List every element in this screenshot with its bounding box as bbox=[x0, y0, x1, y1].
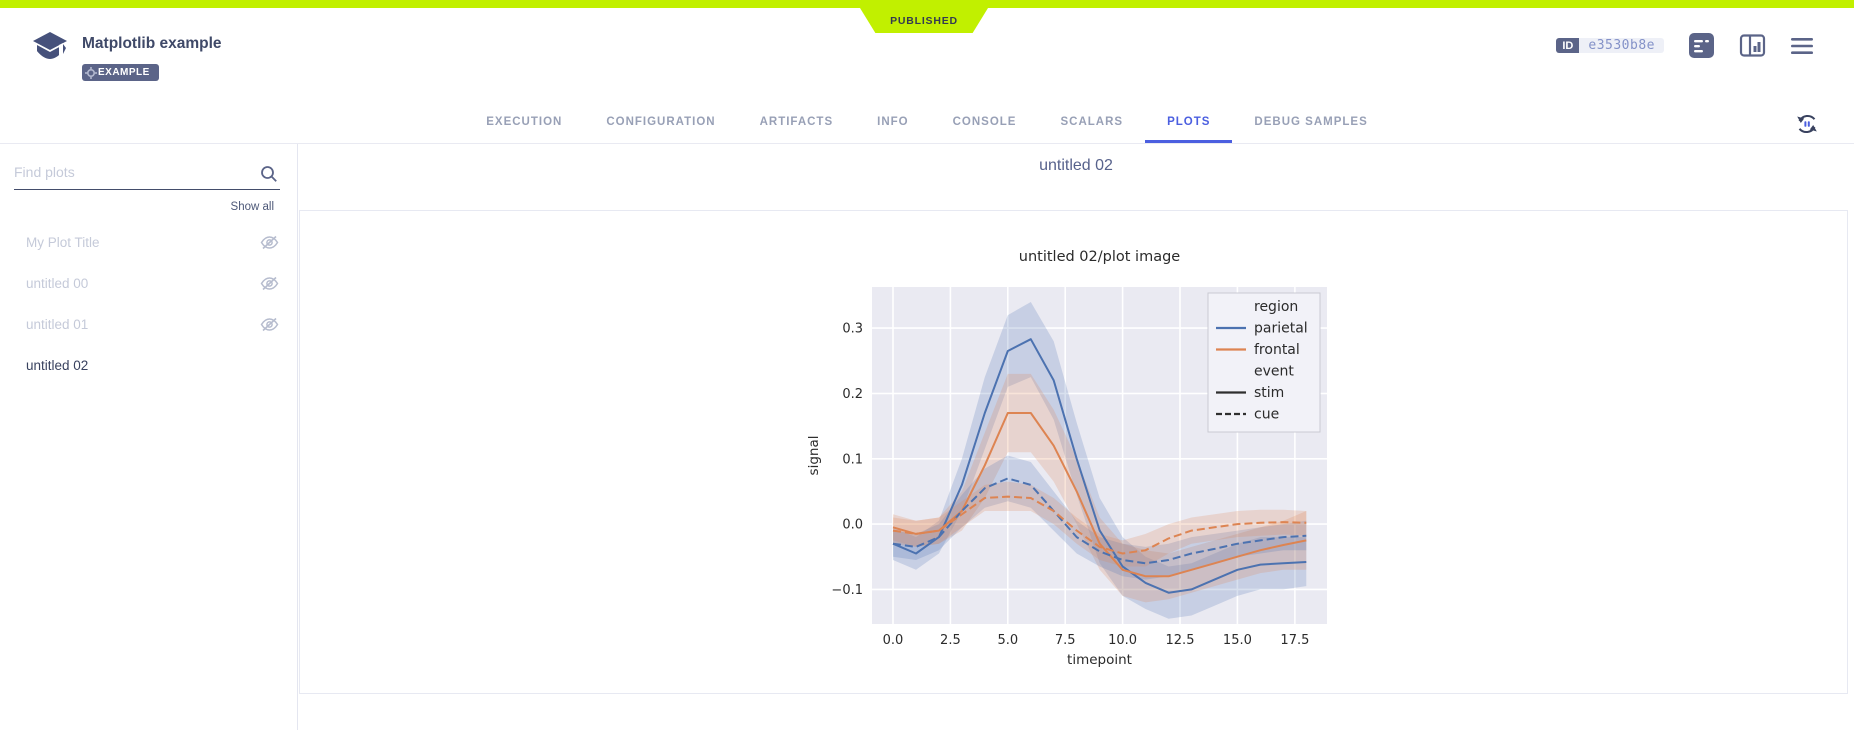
svg-text:0.0: 0.0 bbox=[882, 633, 903, 648]
compare-panel-icon bbox=[1739, 34, 1766, 57]
svg-text:region: region bbox=[1254, 299, 1298, 315]
plot-panel: untitled 02/plot image 0.0 2.5 5.0 7.5 10.0 12… bbox=[299, 210, 1848, 694]
toggle-visibility-button[interactable] bbox=[260, 317, 279, 332]
plot-item-label: untitled 02 bbox=[26, 358, 89, 373]
svg-text:cue: cue bbox=[1254, 407, 1279, 423]
tab-artifacts[interactable]: ARTIFACTS bbox=[738, 103, 856, 143]
svg-text:0.0: 0.0 bbox=[842, 518, 863, 533]
svg-text:15.0: 15.0 bbox=[1222, 633, 1251, 648]
svg-text:0.3: 0.3 bbox=[842, 322, 863, 337]
app-logo bbox=[30, 30, 70, 73]
eye-off-icon bbox=[260, 276, 279, 291]
tab-debug-samples[interactable]: DEBUG SAMPLES bbox=[1232, 103, 1389, 143]
header-actions: ID e3530b8e bbox=[1556, 32, 1814, 59]
tab-info[interactable]: INFO bbox=[855, 103, 930, 143]
tab-bar: EXECUTION CONFIGURATION ARTIFACTS INFO CONSO… bbox=[0, 103, 1854, 143]
published-ribbon: PUBLISHED bbox=[860, 8, 988, 33]
tab-plots[interactable]: PLOTS bbox=[1145, 103, 1233, 143]
plot-item-label: My Plot Title bbox=[26, 235, 100, 250]
svg-text:signal: signal bbox=[806, 436, 822, 476]
toggle-visibility-button[interactable] bbox=[260, 235, 279, 250]
plot-list: My Plot Title untitled 00 untitled 01 untit… bbox=[0, 222, 297, 386]
main-content: untitled 02 untitled 02/plot image 0.0 2.5… bbox=[298, 144, 1854, 730]
details-icon bbox=[1689, 33, 1714, 58]
auto-refresh-button[interactable] bbox=[1794, 111, 1820, 137]
plot-list-item[interactable]: untitled 00 bbox=[0, 263, 297, 304]
svg-text:parietal: parietal bbox=[1254, 321, 1308, 337]
show-all-button[interactable]: Show all bbox=[225, 200, 280, 214]
search-input[interactable] bbox=[14, 158, 280, 189]
published-label: PUBLISHED bbox=[890, 14, 958, 27]
svg-text:12.5: 12.5 bbox=[1165, 633, 1194, 648]
tab-execution[interactable]: EXECUTION bbox=[464, 103, 584, 143]
tab-scalars[interactable]: SCALARS bbox=[1038, 103, 1145, 143]
gear-icon bbox=[85, 67, 97, 79]
search-icon bbox=[260, 165, 278, 188]
tab-configuration[interactable]: CONFIGURATION bbox=[584, 103, 737, 143]
svg-text:frontal: frontal bbox=[1254, 342, 1300, 358]
svg-text:10.0: 10.0 bbox=[1108, 633, 1137, 648]
svg-text:7.5: 7.5 bbox=[1054, 633, 1075, 648]
id-value: e3530b8e bbox=[1579, 38, 1664, 53]
plot-search bbox=[14, 158, 280, 190]
plot-item-label: untitled 00 bbox=[26, 276, 89, 291]
eye-off-icon bbox=[260, 235, 279, 250]
eye-off-icon bbox=[260, 317, 279, 332]
plots-sidebar: Show all My Plot Title untitled 00 untitle… bbox=[0, 144, 298, 730]
plot-list-item[interactable]: My Plot Title bbox=[0, 222, 297, 263]
details-button[interactable] bbox=[1688, 32, 1715, 59]
matplotlib-figure: untitled 02/plot image 0.0 2.5 5.0 7.5 10.0 12… bbox=[794, 237, 1354, 692]
svg-text:2.5: 2.5 bbox=[940, 633, 961, 648]
svg-text:stim: stim bbox=[1254, 385, 1284, 401]
refresh-icon bbox=[1797, 115, 1817, 133]
example-badge: EXAMPLE bbox=[82, 64, 159, 81]
svg-text:0.2: 0.2 bbox=[842, 387, 863, 402]
svg-text:event: event bbox=[1254, 364, 1294, 380]
svg-text:timepoint: timepoint bbox=[1067, 652, 1132, 668]
toggle-visibility-button[interactable] bbox=[260, 276, 279, 291]
svg-text:untitled 02/plot image: untitled 02/plot image bbox=[1018, 249, 1180, 265]
example-badge-label: EXAMPLE bbox=[98, 67, 150, 78]
svg-text:5.0: 5.0 bbox=[997, 633, 1018, 648]
plot-list-item[interactable]: untitled 02 bbox=[0, 345, 297, 386]
plot-item-label: untitled 01 bbox=[26, 317, 89, 332]
id-chip: ID bbox=[1556, 38, 1580, 53]
compare-panel-button[interactable] bbox=[1739, 32, 1766, 59]
plot-group-heading: untitled 02 bbox=[1039, 157, 1113, 174]
status-bar bbox=[0, 0, 1854, 8]
experiment-id[interactable]: ID e3530b8e bbox=[1556, 38, 1664, 53]
svg-text:0.1: 0.1 bbox=[842, 452, 863, 467]
experiment-title: Matplotlib example bbox=[82, 35, 222, 52]
tab-console[interactable]: CONSOLE bbox=[931, 103, 1039, 143]
svg-text:−0.1: −0.1 bbox=[831, 583, 863, 598]
menu-button[interactable] bbox=[1790, 36, 1814, 56]
figure-svg: untitled 02/plot image 0.0 2.5 5.0 7.5 10.0 12… bbox=[806, 249, 1327, 668]
hamburger-icon bbox=[1791, 37, 1813, 54]
svg-text:17.5: 17.5 bbox=[1280, 633, 1309, 648]
plot-list-item[interactable]: untitled 01 bbox=[0, 304, 297, 345]
